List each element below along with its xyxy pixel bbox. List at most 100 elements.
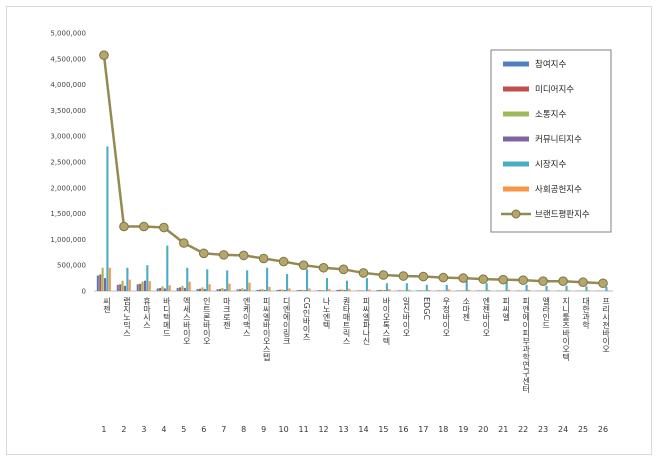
- bar: [301, 289, 304, 291]
- bar: [396, 290, 399, 291]
- bar: [341, 289, 344, 291]
- legend-swatch: [503, 186, 529, 192]
- x-category-label: 씨젠: [102, 297, 111, 313]
- bar: [223, 289, 226, 291]
- bar: [348, 288, 351, 291]
- bar: [146, 265, 149, 291]
- legend-swatch: [503, 111, 529, 117]
- bar: [343, 289, 346, 291]
- legend-swatch: [503, 61, 529, 67]
- bar: [376, 290, 379, 291]
- legend-label: 참여지수: [535, 59, 566, 70]
- bar: [238, 289, 242, 291]
- bar: [325, 278, 329, 291]
- line-point: [598, 278, 608, 289]
- bar: [188, 281, 191, 291]
- line-point: [278, 256, 289, 267]
- bar: [246, 270, 249, 291]
- line-point: [198, 248, 209, 259]
- x-index-label: 19: [458, 425, 468, 434]
- x-index-label: 4: [161, 425, 166, 434]
- bar: [383, 290, 386, 291]
- bar: [488, 289, 491, 291]
- bar: [480, 290, 483, 291]
- bar: [258, 289, 261, 291]
- bar: [401, 290, 404, 291]
- x-category-label: 인트론바이오: [202, 296, 211, 345]
- line-point: [159, 222, 169, 233]
- bar: [119, 284, 122, 291]
- bar: [567, 290, 570, 291]
- x-index-label: 25: [578, 425, 588, 434]
- bar: [241, 288, 244, 291]
- bar: [139, 283, 142, 291]
- bar: [156, 288, 159, 291]
- bar: [256, 289, 259, 291]
- x-category-label: 피씨엘파나신: [362, 297, 371, 345]
- bar: [505, 281, 508, 291]
- bar: [428, 289, 431, 291]
- bar: [121, 280, 124, 291]
- bar-series: [96, 146, 610, 291]
- legend-label: 미디어지수: [535, 84, 574, 95]
- bar: [221, 287, 224, 291]
- bar: [478, 290, 481, 291]
- bar: [605, 286, 608, 291]
- x-index-label: 17: [418, 425, 428, 434]
- line-point: [458, 273, 469, 283]
- x-category-label: 엔젠바이오: [481, 296, 490, 337]
- bar: [527, 289, 531, 291]
- line-point: [139, 221, 149, 232]
- line-point: [218, 250, 229, 260]
- bar: [99, 274, 102, 291]
- x-category-label: 엘라인드: [541, 296, 550, 329]
- line-point: [179, 238, 189, 248]
- x-category-label: 마크로젠: [222, 297, 231, 329]
- bar: [181, 285, 184, 291]
- line-point: [398, 271, 409, 281]
- bar: [321, 289, 324, 291]
- legend-swatch: [503, 136, 529, 142]
- bar: [201, 287, 204, 291]
- legend-label: 브랜드평판지수: [535, 209, 590, 220]
- bar: [183, 287, 186, 291]
- x-category-label: 퀀타매트릭스: [342, 297, 351, 345]
- bar: [116, 284, 119, 291]
- bar: [296, 290, 299, 291]
- x-index-label: 7: [221, 425, 226, 434]
- bar: [468, 289, 471, 291]
- line-point: [358, 268, 369, 278]
- bar: [438, 290, 441, 291]
- x-index-label: 23: [538, 425, 548, 434]
- legend-swatch: [503, 86, 529, 92]
- line-point: [438, 272, 449, 283]
- bar: [128, 279, 131, 291]
- bar: [408, 289, 411, 291]
- bar: [179, 287, 182, 291]
- bar: [388, 288, 391, 291]
- x-category-label: 랩지노믹스: [122, 297, 131, 337]
- bar: [106, 146, 109, 291]
- bar: [218, 288, 222, 291]
- bar: [465, 280, 468, 291]
- bar: [166, 245, 169, 291]
- bar: [268, 286, 271, 291]
- bar: [123, 285, 127, 291]
- x-index-label: 1: [101, 425, 106, 434]
- x-category-label: 피씨엘바이오스텝: [262, 297, 271, 361]
- bar: [585, 286, 588, 291]
- bar: [288, 288, 291, 291]
- x-index-label: 13: [338, 425, 348, 434]
- bar: [186, 267, 189, 291]
- x-category-label: 나노엔텍: [322, 297, 331, 330]
- bar: [318, 290, 321, 291]
- bar: [565, 285, 568, 291]
- bar: [286, 273, 289, 291]
- bar: [545, 285, 548, 291]
- x-category-label: 피엔에이피부과학연구센터: [521, 297, 530, 394]
- bar: [368, 289, 371, 291]
- y-tick-label: 3,500,000: [50, 107, 86, 115]
- bar: [420, 290, 424, 291]
- bar: [208, 284, 211, 291]
